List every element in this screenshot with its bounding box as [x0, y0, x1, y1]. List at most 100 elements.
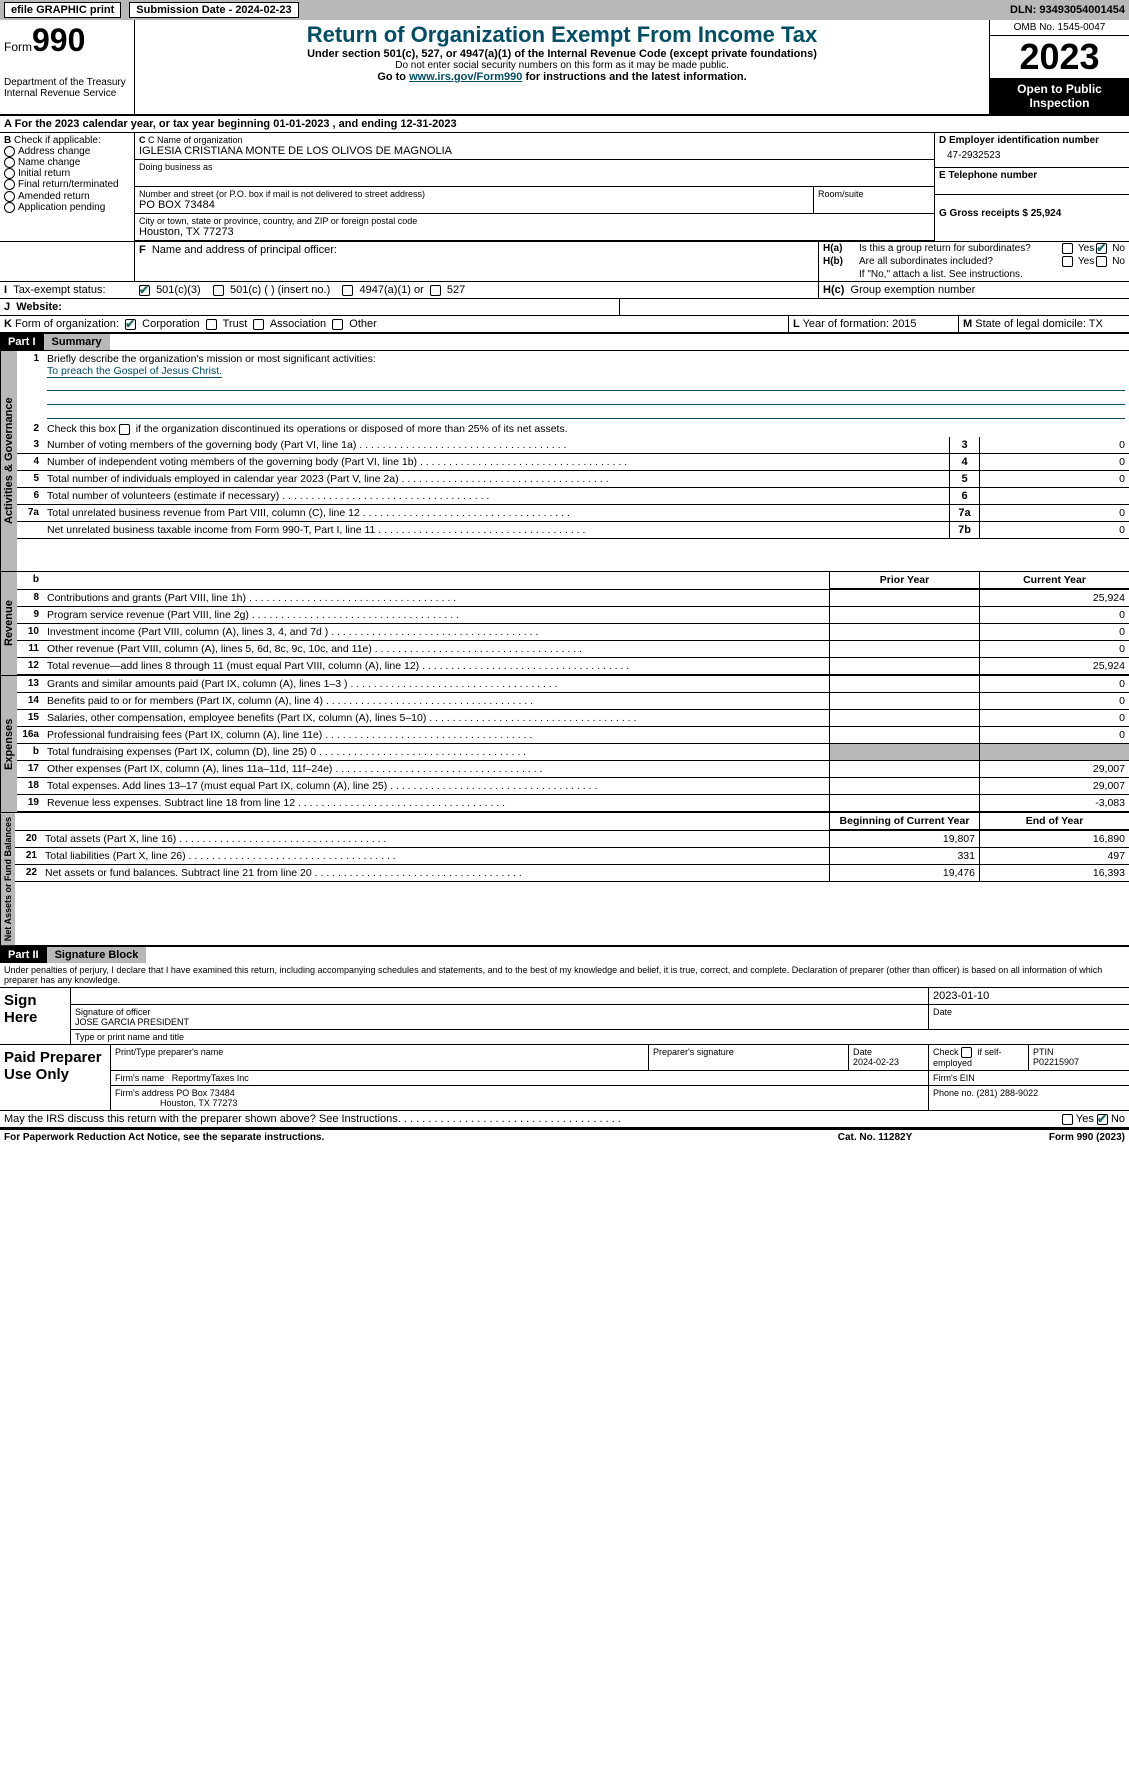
gov-line-val: 0 — [979, 454, 1129, 470]
chk-assoc[interactable] — [253, 319, 264, 330]
cur-val: 25,924 — [979, 658, 1129, 674]
box-b-label: Check if applicable: — [14, 135, 101, 146]
gov-line-col: 7a — [949, 505, 979, 521]
line-desc: Total fundraising expenses (Part IX, col… — [43, 744, 829, 760]
line-desc: Total revenue—add lines 8 through 11 (mu… — [43, 658, 829, 674]
part2-header: Part IISignature Block — [0, 947, 1129, 963]
firm-addr: PO Box 73484 — [176, 1088, 235, 1098]
prior-val: 331 — [829, 848, 979, 864]
org-name-label: C C Name of organization — [139, 135, 930, 145]
line-desc: Benefits paid to or for members (Part IX… — [43, 693, 829, 709]
current-year-hdr: Current Year — [979, 572, 1129, 589]
mission-text: To preach the Gospel of Jesus Christ. — [47, 365, 222, 378]
gov-line-desc: Number of voting members of the governin… — [43, 437, 949, 453]
ha-no[interactable] — [1096, 243, 1107, 254]
vert-expenses: Expenses — [0, 676, 17, 812]
cur-val: 25,924 — [979, 590, 1129, 606]
cur-val: 0 — [979, 710, 1129, 726]
form-number: Form990 — [4, 22, 130, 59]
form-subtitle: Under section 501(c), 527, or 4947(a)(1)… — [143, 48, 981, 60]
prior-val — [829, 778, 979, 794]
line2: Check this box if the organization disco… — [43, 421, 1129, 437]
line-desc: Salaries, other compensation, employee b… — [43, 710, 829, 726]
line-desc: Program service revenue (Part VIII, line… — [43, 607, 829, 623]
submission-date: Submission Date - 2024-02-23 — [129, 2, 298, 18]
chk-4947[interactable] — [342, 285, 353, 296]
chk-address-change[interactable] — [4, 146, 15, 157]
line-desc: Total expenses. Add lines 13–17 (must eq… — [43, 778, 829, 794]
gov-line-desc: Total number of individuals employed in … — [43, 471, 949, 487]
state-domicile: State of legal domicile: TX — [975, 318, 1103, 330]
website-label: Website: — [16, 301, 62, 313]
cur-val: 0 — [979, 607, 1129, 623]
chk-app-pending[interactable] — [4, 202, 15, 213]
ha-yes[interactable] — [1062, 243, 1073, 254]
efile-button[interactable]: efile GRAPHIC print — [4, 2, 121, 18]
line-desc: Net assets or fund balances. Subtract li… — [41, 865, 829, 881]
begin-year-hdr: Beginning of Current Year — [829, 813, 979, 830]
line-a: A For the 2023 calendar year, or tax yea… — [0, 116, 1129, 133]
chk-corp[interactable] — [125, 319, 136, 330]
gov-line-desc: Net unrelated business taxable income fr… — [43, 522, 949, 538]
hb-yes[interactable] — [1062, 256, 1073, 267]
chk-final-return[interactable] — [4, 179, 15, 190]
chk-trust[interactable] — [206, 319, 217, 330]
chk-501c[interactable] — [213, 285, 224, 296]
gross-receipts: G Gross receipts $ 25,924 — [939, 208, 1061, 219]
gov-line-desc: Number of independent voting members of … — [43, 454, 949, 470]
prior-val — [829, 727, 979, 743]
cur-val: 29,007 — [979, 761, 1129, 777]
entity-section: B Check if applicable: Address change Na… — [0, 133, 1129, 242]
discuss-yes[interactable] — [1062, 1114, 1073, 1125]
line-desc: Contributions and grants (Part VIII, lin… — [43, 590, 829, 606]
room-label: Room/suite — [818, 189, 930, 199]
gov-line-col: 5 — [949, 471, 979, 487]
chk-501c3[interactable] — [139, 285, 150, 296]
prep-date: 2024-02-23 — [853, 1057, 899, 1067]
phone-label: E Telephone number — [939, 170, 1125, 181]
prior-val — [829, 744, 979, 760]
discuss-question: May the IRS discuss this return with the… — [4, 1113, 1062, 1125]
chk-other[interactable] — [332, 319, 343, 330]
chk-self-emp[interactable] — [961, 1047, 972, 1058]
form-link-row: Go to www.irs.gov/Form990 for instructio… — [143, 71, 981, 83]
cur-val: 0 — [979, 693, 1129, 709]
part1-body: Activities & Governance 1 Briefly descri… — [0, 350, 1129, 571]
sig-date: 2023-01-10 — [929, 988, 1129, 1004]
end-year-hdr: End of Year — [979, 813, 1129, 830]
org-name: IGLESIA CRISTIANA MONTE DE LOS OLIVOS DE… — [139, 145, 930, 157]
paid-preparer-block: Paid Preparer Use Only Print/Type prepar… — [0, 1045, 1129, 1111]
line-desc: Other revenue (Part VIII, column (A), li… — [43, 641, 829, 657]
dba-label: Doing business as — [139, 162, 930, 172]
line-desc: Total liabilities (Part X, line 26) — [41, 848, 829, 864]
hb-no[interactable] — [1096, 256, 1107, 267]
ein-label: D Employer identification number — [939, 135, 1125, 146]
chk-discontinued[interactable] — [119, 424, 130, 435]
vert-revenue: Revenue — [0, 572, 17, 675]
prior-val — [829, 761, 979, 777]
prior-val — [829, 693, 979, 709]
gov-line-col: 4 — [949, 454, 979, 470]
cur-val: 16,890 — [979, 831, 1129, 847]
chk-527[interactable] — [430, 285, 441, 296]
cur-val: 0 — [979, 676, 1129, 692]
prior-val — [829, 641, 979, 657]
officer-label: Name and address of principal officer: — [152, 244, 337, 256]
discuss-no[interactable] — [1097, 1114, 1108, 1125]
chk-initial-return[interactable] — [4, 168, 15, 179]
gov-line-col: 7b — [949, 522, 979, 538]
dept-treasury: Department of the Treasury — [4, 77, 130, 88]
hb-text: Are all subordinates included? — [859, 256, 1062, 267]
sign-here-block: Sign Here 2023-01-10 Signature of office… — [0, 988, 1129, 1045]
chk-name-change[interactable] — [4, 157, 15, 168]
gov-line-val — [979, 488, 1129, 504]
ein: 47-2932523 — [939, 146, 1125, 165]
cur-val — [979, 744, 1129, 760]
irs-link[interactable]: www.irs.gov/Form990 — [409, 71, 522, 83]
tax-exempt-row: I Tax-exempt status: 501(c)(3) 501(c) ( … — [0, 282, 1129, 299]
irs-label: Internal Revenue Service — [4, 88, 130, 99]
form-note-ssn: Do not enter social security numbers on … — [143, 60, 981, 71]
chk-amended[interactable] — [4, 191, 15, 202]
cur-val: 497 — [979, 848, 1129, 864]
gov-line-val: 0 — [979, 471, 1129, 487]
